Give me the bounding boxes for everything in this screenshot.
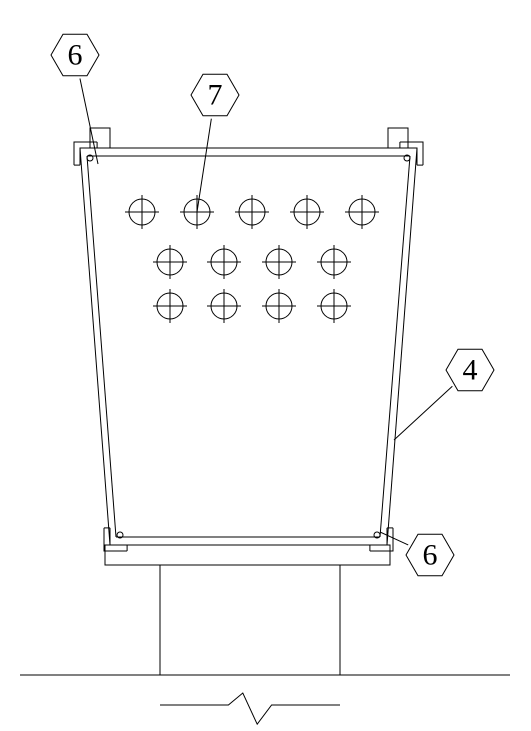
label-text: 4 [463,354,478,387]
label-text: 6 [68,39,83,72]
break-line-icon [160,693,340,724]
technical-diagram: 6 7 4 6 [0,0,531,731]
base-plate [105,545,390,565]
label-text: 7 [208,79,223,112]
leader-line [80,78,98,164]
body-left-edge [80,148,110,545]
body-right-edge [387,148,417,545]
body-right-inner [380,156,410,537]
corner-bracket [400,142,423,165]
top-post-right [388,128,408,148]
body-left-inner [87,156,116,537]
leader-line [394,386,452,440]
leader-line [380,532,408,545]
leader-line [197,119,211,212]
label-text: 6 [423,539,438,572]
